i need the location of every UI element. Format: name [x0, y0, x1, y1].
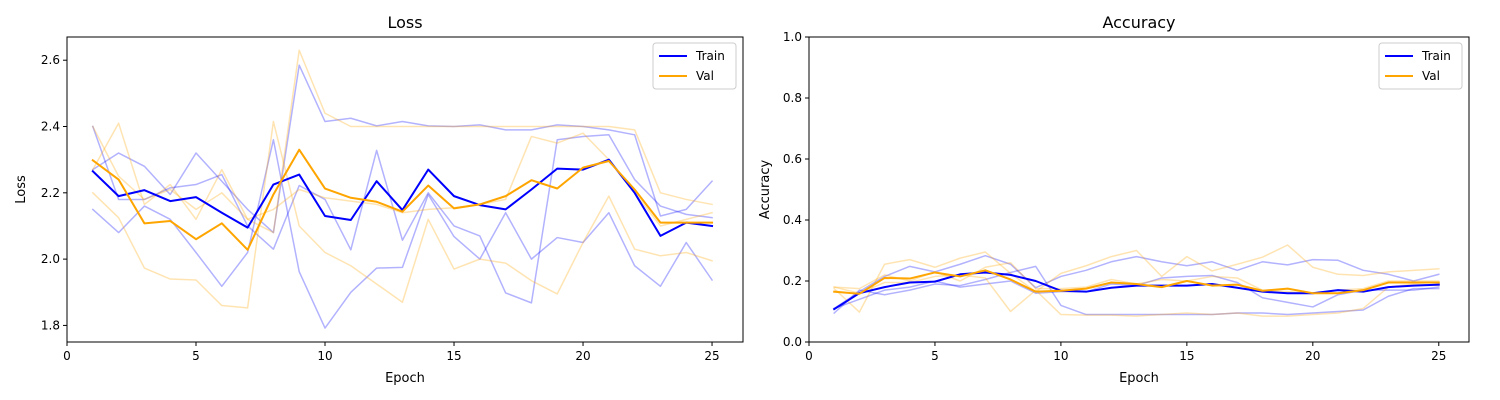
x-tick-label: 20	[575, 349, 590, 363]
y-tick-label: 0.4	[783, 213, 802, 227]
legend: Train Val	[1378, 42, 1463, 90]
series-line-val	[833, 269, 1440, 295]
run-line-3	[91, 125, 713, 304]
y-tick-label: 2.4	[41, 120, 60, 134]
y-tick-label: 0.2	[783, 274, 802, 288]
run-line-2	[91, 139, 714, 329]
x-tick-label: 15	[446, 349, 461, 363]
x-tick-label: 25	[1431, 349, 1446, 363]
y-axis-label: Loss	[14, 175, 29, 204]
y-tick-label: 2.2	[41, 186, 60, 200]
series-line-train	[91, 158, 714, 237]
x-tick-label: 0	[805, 349, 813, 363]
y-tick-label: 2.0	[41, 252, 60, 266]
x-tick-label: 15	[1179, 349, 1194, 363]
x-tick-label: 10	[1053, 349, 1068, 363]
legend: Train Val	[652, 42, 737, 90]
run-line-6	[833, 244, 1440, 313]
legend-label-train: Train	[695, 49, 725, 63]
legend-label-val: Val	[1422, 69, 1440, 83]
x-tick-label: 25	[704, 349, 719, 363]
series-line-train	[832, 271, 1440, 311]
x-tick-label: 5	[192, 349, 200, 363]
run-line-7	[833, 261, 1440, 294]
y-tick-label: 1.8	[41, 318, 60, 332]
plot-lines	[91, 49, 714, 329]
plot-lines	[832, 244, 1440, 317]
y-axis-label: Accuracy	[758, 160, 773, 220]
legend-label-val: Val	[696, 69, 714, 83]
legend-box	[1378, 42, 1463, 90]
y-tick-label: 2.6	[41, 53, 60, 67]
chart-title: Accuracy	[1102, 13, 1175, 32]
x-tick-label: 20	[1305, 349, 1320, 363]
x-axis-label: Epoch	[1119, 371, 1159, 386]
y-tick-label: 1.0	[783, 30, 802, 44]
axes-frame	[808, 36, 1470, 343]
legend-box	[652, 42, 737, 90]
chart-title: Loss	[387, 13, 422, 32]
run-line-5	[91, 120, 713, 309]
run-line-2	[833, 265, 1440, 316]
x-tick-label: 0	[63, 349, 71, 363]
accuracy-chart: Accuracy 0 5 10 15 20 25 0.0 0.2 0.4 0.6 0.8 1.0 Epoc…	[758, 13, 1470, 386]
x-tick-label: 10	[317, 349, 332, 363]
y-tick-label: 0.8	[783, 91, 802, 105]
run-line-5	[833, 274, 1440, 317]
axes-frame	[66, 36, 744, 343]
run-line-4	[91, 64, 714, 234]
series-line-val	[91, 148, 714, 251]
run-line-6	[91, 49, 713, 234]
loss-chart: Loss 0 5 10 15 20 25 1.8 2.0 2.2 2.4 2.6 Epoch Loss Tr…	[14, 13, 744, 386]
x-axis-label: Epoch	[385, 371, 425, 386]
legend-label-train: Train	[1421, 49, 1451, 63]
y-tick-label: 0.6	[783, 152, 802, 166]
x-tick-label: 5	[931, 349, 939, 363]
y-tick-label: 0.0	[783, 335, 802, 349]
